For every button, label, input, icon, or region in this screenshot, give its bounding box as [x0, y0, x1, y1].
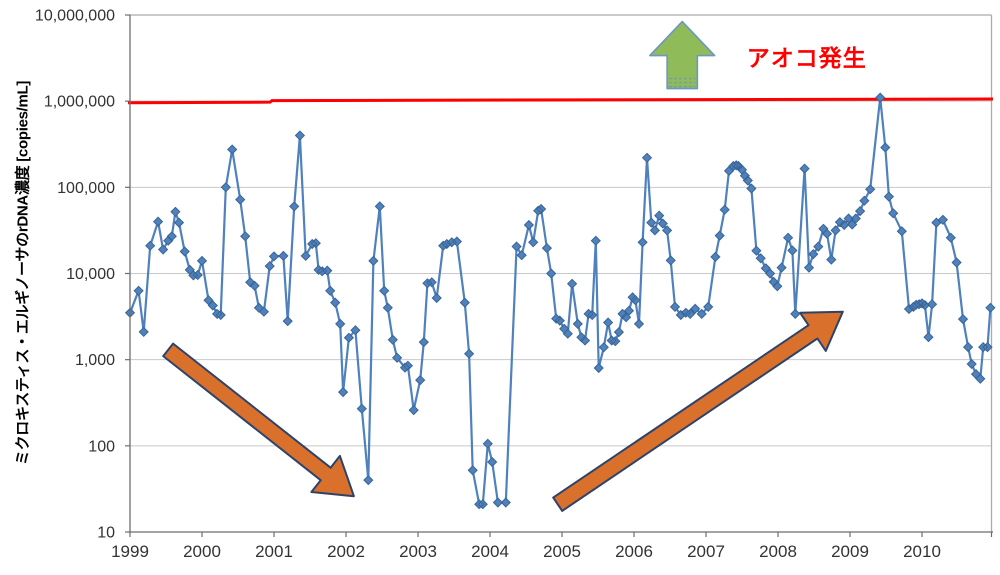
x-tick-label: 2008	[759, 542, 797, 561]
x-tick-label: 2002	[327, 542, 365, 561]
x-tick-label: 2006	[615, 542, 653, 561]
x-tick-label: 2000	[183, 542, 221, 561]
x-tick-label: 2010	[903, 542, 941, 561]
y-tick-label: 100	[88, 438, 115, 455]
y-tick-label: 1,000	[75, 352, 115, 369]
bloom-annotation-text: アオコ発生	[746, 45, 867, 72]
x-tick-label: 2007	[687, 542, 725, 561]
data-series-line	[128, 96, 992, 506]
y-tick-label: 100,000	[57, 180, 115, 197]
x-tick-label: 1999	[111, 542, 149, 561]
decreasing-trend-arrow-icon	[162, 342, 355, 498]
y-tick-label: 10,000,000	[35, 8, 115, 25]
x-tick-label: 2004	[471, 542, 509, 561]
x-tick-label: 2003	[399, 542, 437, 561]
y-axis-title: ミクロキスティス・エルギノーサのrDNA濃度 [copies/mL]	[14, 80, 32, 466]
bloom-threshold-line	[127, 97, 994, 105]
increasing-trend-arrow-icon	[552, 310, 844, 512]
y-tick-label: 10,000	[66, 266, 115, 283]
y-tick-label: 10	[97, 525, 115, 542]
y-tick-label: 1,000,000	[44, 94, 115, 111]
x-tick-label: 2009	[831, 542, 869, 561]
x-tick-label: 2001	[255, 542, 293, 561]
x-tick-label: 2005	[543, 542, 581, 561]
bloom-up-arrow-icon	[649, 20, 716, 90]
